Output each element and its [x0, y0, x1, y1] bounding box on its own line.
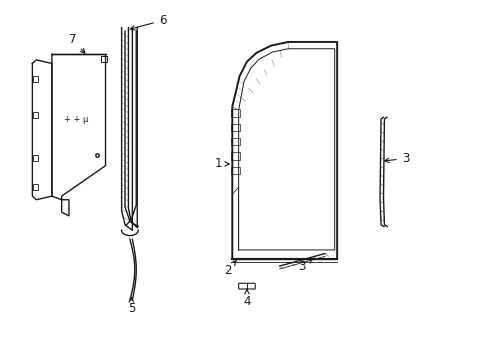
- Bar: [230, 109, 239, 117]
- Bar: [33, 112, 38, 118]
- Bar: [230, 167, 239, 174]
- Text: 3: 3: [384, 152, 408, 165]
- Bar: [230, 152, 239, 159]
- Text: 6: 6: [130, 14, 166, 30]
- Text: 2: 2: [223, 261, 236, 277]
- Text: 1: 1: [214, 157, 229, 170]
- Text: 3: 3: [298, 258, 311, 273]
- Text: 4: 4: [243, 289, 250, 309]
- Bar: [33, 155, 38, 161]
- Text: 7: 7: [69, 33, 85, 53]
- Bar: [230, 138, 239, 145]
- Bar: [33, 76, 38, 82]
- Bar: [230, 124, 239, 131]
- Text: 5: 5: [127, 298, 135, 315]
- Bar: [101, 56, 106, 62]
- Text: + + μ: + + μ: [64, 114, 88, 123]
- Bar: [33, 184, 38, 190]
